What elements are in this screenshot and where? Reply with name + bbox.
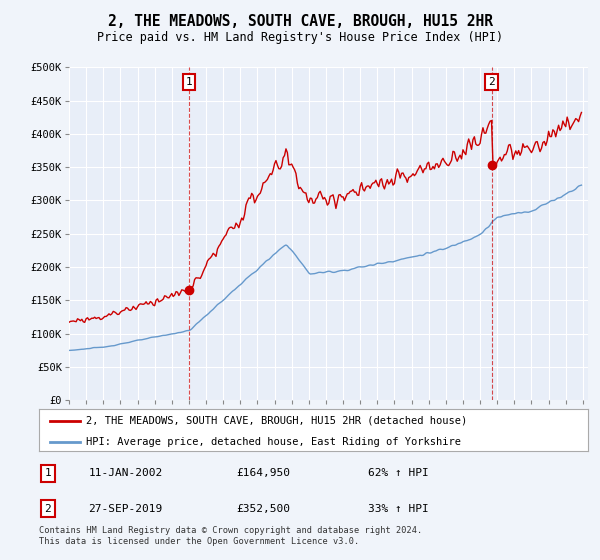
Text: 2: 2: [488, 77, 495, 87]
Text: 2: 2: [44, 504, 51, 514]
Text: Price paid vs. HM Land Registry's House Price Index (HPI): Price paid vs. HM Land Registry's House …: [97, 31, 503, 44]
Text: 27-SEP-2019: 27-SEP-2019: [88, 504, 163, 514]
Text: HPI: Average price, detached house, East Riding of Yorkshire: HPI: Average price, detached house, East…: [86, 437, 461, 446]
Text: 1: 1: [44, 468, 51, 478]
Text: 2, THE MEADOWS, SOUTH CAVE, BROUGH, HU15 2HR (detached house): 2, THE MEADOWS, SOUTH CAVE, BROUGH, HU15…: [86, 416, 467, 426]
Text: £164,950: £164,950: [236, 468, 290, 478]
Text: 62% ↑ HPI: 62% ↑ HPI: [368, 468, 429, 478]
Text: Contains HM Land Registry data © Crown copyright and database right 2024.
This d: Contains HM Land Registry data © Crown c…: [39, 526, 422, 546]
Text: 2, THE MEADOWS, SOUTH CAVE, BROUGH, HU15 2HR: 2, THE MEADOWS, SOUTH CAVE, BROUGH, HU15…: [107, 14, 493, 29]
Text: £352,500: £352,500: [236, 504, 290, 514]
Text: 33% ↑ HPI: 33% ↑ HPI: [368, 504, 429, 514]
Text: 11-JAN-2002: 11-JAN-2002: [88, 468, 163, 478]
Text: 1: 1: [185, 77, 192, 87]
